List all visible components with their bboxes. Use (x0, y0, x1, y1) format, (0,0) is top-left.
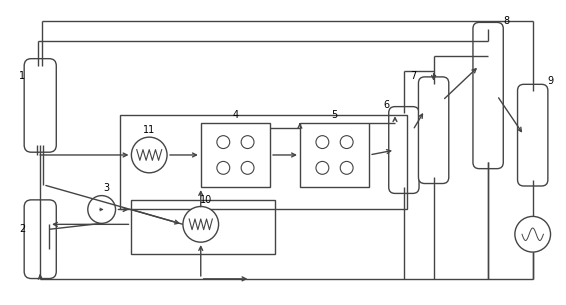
FancyBboxPatch shape (473, 22, 503, 169)
Text: 10: 10 (200, 195, 212, 205)
Circle shape (241, 136, 254, 149)
Circle shape (217, 161, 230, 174)
Bar (131, 199, 275, 254)
FancyBboxPatch shape (418, 77, 449, 184)
FancyBboxPatch shape (24, 200, 56, 278)
Circle shape (340, 136, 353, 149)
FancyBboxPatch shape (517, 84, 548, 186)
Circle shape (340, 161, 353, 174)
Circle shape (316, 161, 329, 174)
Circle shape (131, 137, 167, 173)
Text: 1: 1 (19, 71, 25, 81)
Circle shape (241, 161, 254, 174)
Text: 7: 7 (411, 71, 417, 81)
Circle shape (515, 217, 551, 252)
Text: 3: 3 (104, 183, 110, 193)
Bar (119, 115, 407, 210)
Circle shape (88, 196, 115, 223)
Text: 5: 5 (332, 110, 338, 120)
Text: 11: 11 (143, 125, 155, 135)
Text: 6: 6 (383, 100, 389, 110)
Text: 2: 2 (19, 224, 25, 234)
Text: 9: 9 (547, 76, 554, 86)
Bar (201, 123, 270, 187)
Bar (300, 123, 369, 187)
FancyBboxPatch shape (389, 107, 419, 193)
Circle shape (316, 136, 329, 149)
Text: 8: 8 (503, 16, 509, 26)
Text: 4: 4 (233, 110, 238, 120)
Circle shape (217, 136, 230, 149)
FancyBboxPatch shape (24, 59, 56, 152)
Circle shape (183, 206, 218, 242)
